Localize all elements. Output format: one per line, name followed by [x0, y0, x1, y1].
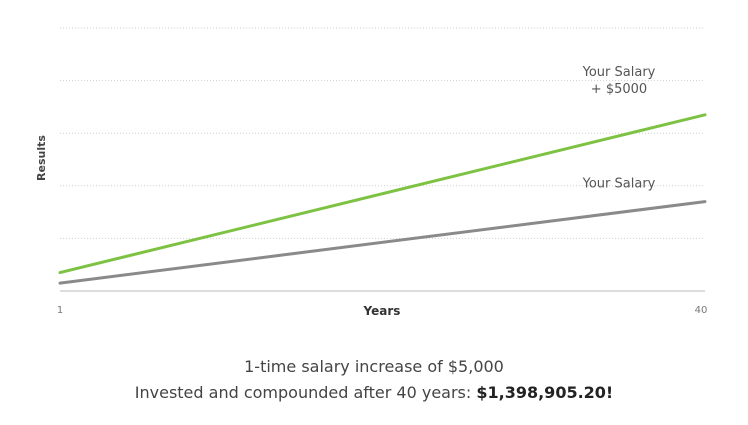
- caption-total-amount: $1,398,905.20!: [476, 383, 614, 402]
- series-label-salary-line-1: Your Salary: [582, 177, 656, 192]
- y-axis-label: Results: [35, 135, 48, 181]
- caption-increase-text: 1-time salary increase of $5,000: [244, 357, 504, 376]
- series-label-salary-plus-5000-line-2: + $5000: [591, 82, 647, 97]
- grid-lines: [60, 27, 705, 239]
- caption-invested-text: Invested and compounded after 40 years:: [134, 383, 477, 402]
- caption-line-2: Invested and compounded after 40 years: …: [0, 383, 748, 402]
- x-tick-label-end: 40: [695, 305, 708, 316]
- series-label-salary-plus-5000-line-1: Your Salary: [582, 65, 656, 80]
- series-line-salary-plus-5000: [58, 113, 707, 275]
- series-line-salary: [58, 200, 707, 285]
- caption-line-1: 1-time salary increase of $5,000: [0, 357, 748, 376]
- x-tick-label-start: 1: [57, 305, 63, 316]
- series-lines: [58, 113, 707, 285]
- line-chart: Your Salary + $5000 Your Salary Results Ye…: [35, 27, 708, 318]
- x-axis-label: Years: [363, 304, 401, 318]
- series-labels: Your Salary + $5000 Your Salary: [582, 65, 656, 192]
